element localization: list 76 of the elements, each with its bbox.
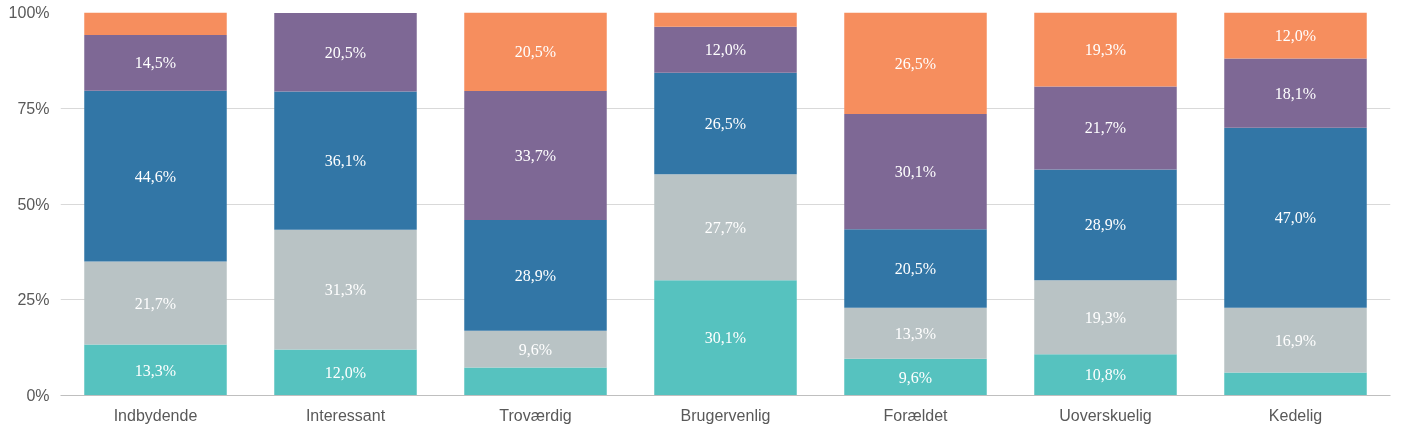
x-tick-label: Forældet [883,406,949,424]
bar [274,349,417,396]
data-label: 18,1% [1274,84,1317,102]
bar [1034,280,1177,355]
bar [1224,58,1367,128]
bar [84,344,227,396]
bar [1034,12,1177,87]
y-tick-label: 75% [17,99,50,117]
bar [1224,372,1367,396]
data-label: 9,6% [518,340,553,358]
bar [1034,169,1177,281]
bar [464,220,607,331]
bar [84,261,227,345]
x-tick-label: Interessant [305,406,386,424]
bar [464,330,607,368]
bar [84,90,227,262]
x-tick-label: Troværdig [499,406,572,424]
data-label: 47,0% [1274,209,1317,227]
data-label: 28,9% [1084,216,1127,234]
bar [654,72,797,175]
data-label: 19,3% [1084,308,1127,326]
data-label: 30,1% [704,329,747,347]
bar [844,114,987,230]
data-label: 20,5% [324,43,367,61]
data-label: 12,0% [324,364,367,382]
data-label: 21,7% [134,294,177,312]
x-tick-label: Indbydende [113,406,198,424]
bar [1034,354,1177,396]
bar [844,307,987,359]
data-label: 10,8% [1084,366,1127,384]
data-label: 13,3% [134,361,177,379]
data-label: 16,9% [1274,331,1317,349]
y-tick-label: 50% [17,195,50,213]
data-label: 26,5% [704,114,747,132]
y-tick-label: 0% [26,387,50,404]
bar [1224,12,1367,59]
bar [654,26,797,73]
data-label: 20,5% [894,260,937,278]
bar [654,280,797,396]
data-label: 14,5% [134,54,177,72]
data-label: 27,7% [704,218,747,236]
bar [1224,127,1367,308]
data-label: 9,6% [898,368,933,386]
bar [654,174,797,281]
data-label: 33,7% [514,147,557,165]
x-tick-label: Uoverskuelig [1059,406,1152,424]
bar [84,35,227,91]
bar [464,367,607,396]
data-label: 12,0% [704,41,747,59]
bar [654,12,797,27]
data-label: 13,3% [894,324,937,342]
bar [274,12,417,92]
x-tick-label: Kedelig [1268,406,1323,424]
data-label: 28,9% [514,266,557,284]
data-label: 19,3% [1084,40,1127,58]
y-tick-label: 100% [8,4,50,21]
data-label: 31,3% [324,281,367,299]
bar [464,12,607,92]
bar [844,229,987,308]
bar [844,358,987,396]
bar [274,91,417,230]
x-tick-label: Brugervenlig [680,406,771,424]
data-label: 12,0% [1274,26,1317,44]
bar [1224,307,1367,373]
bar [844,12,987,114]
data-label: 30,1% [894,163,937,181]
data-label: 36,1% [324,152,367,170]
bar [274,229,417,350]
y-tick-label: 25% [17,291,50,309]
data-label: 21,7% [1084,119,1127,137]
bar [84,12,227,36]
bar [1034,86,1177,170]
data-label: 26,5% [894,54,937,72]
data-label: 44,6% [134,167,177,185]
bar [464,91,607,221]
data-label: 20,5% [514,43,557,61]
